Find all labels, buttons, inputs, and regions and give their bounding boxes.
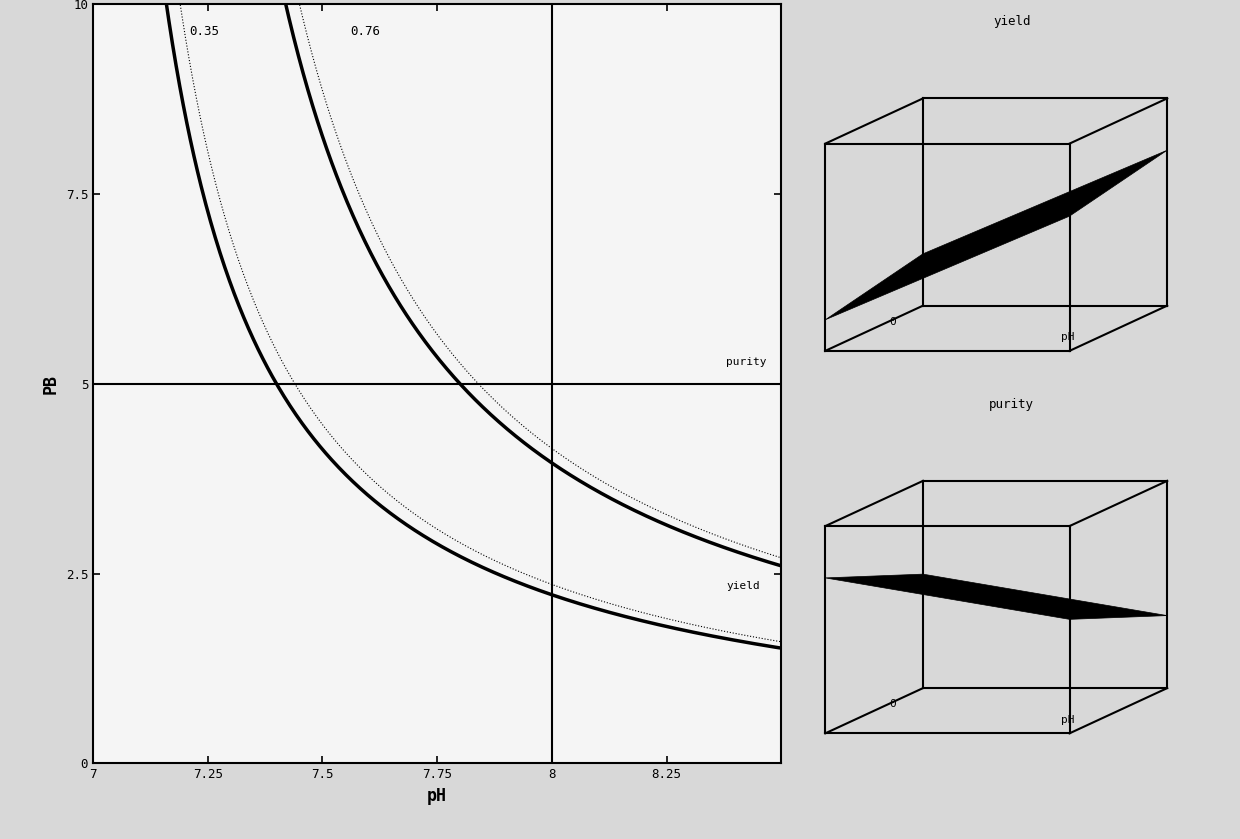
Text: purity: purity: [727, 357, 766, 367]
Text: pH: pH: [1060, 715, 1074, 725]
Text: 0: 0: [889, 317, 897, 327]
Polygon shape: [826, 150, 1167, 320]
Text: 0.35: 0.35: [190, 24, 219, 38]
Text: yield: yield: [727, 581, 760, 591]
Text: PB: PB: [880, 580, 894, 590]
Text: pH: pH: [1060, 332, 1074, 342]
X-axis label: pH: pH: [427, 787, 448, 805]
Text: 0.76: 0.76: [350, 24, 379, 38]
Y-axis label: PB: PB: [42, 374, 60, 393]
Text: yield: yield: [993, 15, 1030, 29]
Polygon shape: [826, 574, 1167, 619]
Text: purity: purity: [990, 398, 1034, 411]
Text: 0: 0: [889, 700, 897, 710]
